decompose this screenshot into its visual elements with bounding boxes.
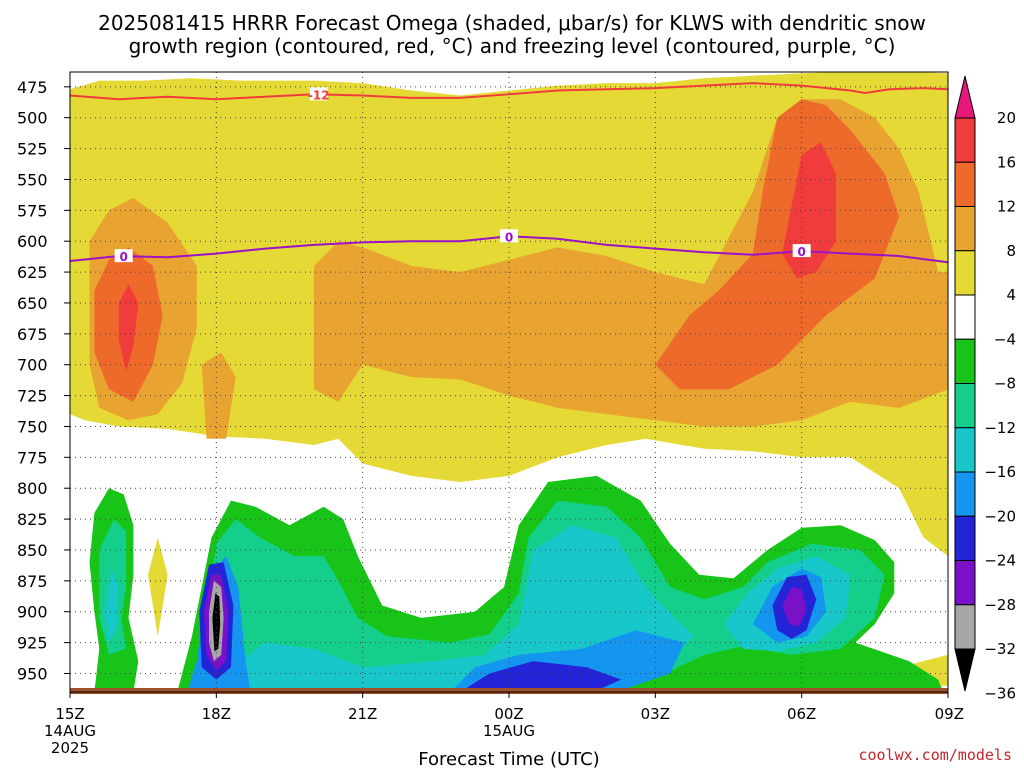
colorbar-segment-12 xyxy=(954,604,976,650)
y-tick-label-925: 925 xyxy=(17,634,48,653)
y-tick-label-575: 575 xyxy=(17,201,48,220)
contour-label-0-0: -12 xyxy=(308,88,330,102)
y-tick-label-850: 850 xyxy=(17,541,48,560)
contour-label-bg-0-0 xyxy=(309,87,328,101)
chart-title-line1: 2025081415 HRRR Forecast Omega (shaded, … xyxy=(98,11,926,35)
colorbar-label-10: −24 xyxy=(984,552,1016,570)
omega-region-16-0 xyxy=(118,284,139,371)
y-tick-label-750: 750 xyxy=(17,417,48,436)
contour-label-1-2: 0 xyxy=(797,245,805,259)
y-tick-label-550: 550 xyxy=(17,170,48,189)
x-tick-label-18Z: 18Z xyxy=(202,705,231,723)
y-tick-label-800: 800 xyxy=(17,479,48,498)
contour-label-bg-1-0 xyxy=(114,249,133,263)
colorbar-label-2: 12 xyxy=(997,198,1016,216)
colorbar-segment-3 xyxy=(954,206,976,252)
colorbar-label-11: −28 xyxy=(984,596,1016,614)
contours: -12 0 0 0 xyxy=(70,82,948,264)
colorbar-segment-7 xyxy=(954,383,976,429)
omega-region-neg20-1 xyxy=(460,661,622,692)
colorbar-label-6: −8 xyxy=(994,375,1016,393)
contour-label-1-0: 0 xyxy=(119,250,127,264)
y-tick-label-500: 500 xyxy=(17,109,48,128)
colorbar-label-1: 16 xyxy=(997,153,1016,171)
x-tick-label-00Z: 00Z xyxy=(494,705,523,723)
x-tick-label-15Z: 15Z xyxy=(55,705,84,723)
colorbar-label-9: −20 xyxy=(984,507,1016,525)
colorbar-label-13: −36 xyxy=(984,684,1016,702)
colorbar-label-5: −4 xyxy=(994,330,1016,348)
colorbar-label-12: −32 xyxy=(984,640,1016,658)
colorbar-label-3: 8 xyxy=(1006,242,1016,260)
omega-shading xyxy=(70,72,948,692)
y-tick-label-725: 725 xyxy=(17,387,48,406)
omega-region-4-1 xyxy=(148,537,168,637)
y-tick-label-625: 625 xyxy=(17,263,48,282)
colorbar-segment-8 xyxy=(954,427,976,473)
grid xyxy=(70,72,948,692)
colorbar-label-4: 4 xyxy=(1006,286,1016,304)
y-tick-label-675: 675 xyxy=(17,325,48,344)
colorbar-segment-9 xyxy=(954,471,976,517)
y-tick-label-825: 825 xyxy=(17,510,48,529)
omega-region-neg12-0 xyxy=(104,568,119,643)
contour-line-0 xyxy=(70,82,948,101)
y-axis: 475 500 525 550 575 600 625 650 675 700 725 750 775 8… xyxy=(17,78,70,683)
colorbar-segment-6 xyxy=(954,338,976,384)
y-tick-label-475: 475 xyxy=(17,78,48,97)
colorbar-segment-10 xyxy=(954,515,976,561)
x-tick-label-09Z: 09Z xyxy=(935,705,964,723)
contour-label-bg-1-2 xyxy=(792,244,811,258)
colorbar-segment-11 xyxy=(954,560,976,606)
x-axis-label: Forecast Time (UTC) xyxy=(418,749,599,768)
y-tick-label-650: 650 xyxy=(17,294,48,313)
omega-region-neg24-1 xyxy=(782,587,807,627)
x-tick-label-21Z: 21Z xyxy=(348,705,377,723)
colorbar-label-8: −16 xyxy=(984,463,1016,481)
colorbar-segment-2 xyxy=(954,161,976,207)
x-tick-sublabel-00Z-0: 15AUG xyxy=(483,722,535,740)
y-tick-label-600: 600 xyxy=(17,232,48,251)
y-tick-label-950: 950 xyxy=(17,664,48,683)
y-tick-label-775: 775 xyxy=(17,448,48,467)
colorbar-top-arrow xyxy=(954,75,976,119)
y-tick-label-700: 700 xyxy=(17,356,48,375)
colorbar-bottom-arrow xyxy=(954,648,976,692)
y-tick-label-525: 525 xyxy=(17,140,48,159)
colorbar-segment-4 xyxy=(954,250,976,296)
x-tick-sublabel-15Z-1: 2025 xyxy=(51,739,89,757)
x-tick-label-06Z: 06Z xyxy=(787,705,816,723)
x-tick-sublabel-15Z-0: 14AUG xyxy=(44,722,96,740)
colorbar-label-7: −12 xyxy=(984,419,1016,437)
contour-label-1-1: 0 xyxy=(505,230,513,244)
omega-region-12-1 xyxy=(655,99,900,390)
y-tick-label-875: 875 xyxy=(17,572,48,591)
chart-title-line2: growth region (contoured, red, °C) and f… xyxy=(129,34,896,58)
credit-text: coolwx.com/models xyxy=(858,746,1012,764)
x-tick-label-03Z: 03Z xyxy=(641,705,670,723)
colorbar-segment-1 xyxy=(954,117,976,163)
y-tick-label-900: 900 xyxy=(17,603,48,622)
colorbar-segment-5 xyxy=(954,294,976,340)
contour-label-bg-1-1 xyxy=(500,229,518,243)
colorbar: 20 16 12 8 4 −4 −8 −12 −16 −20 −24 −28 −32 −36 xyxy=(954,75,1016,702)
ground-surface xyxy=(70,688,948,694)
colorbar-label-0: 20 xyxy=(997,109,1016,127)
omega-region-8-1 xyxy=(201,352,236,439)
